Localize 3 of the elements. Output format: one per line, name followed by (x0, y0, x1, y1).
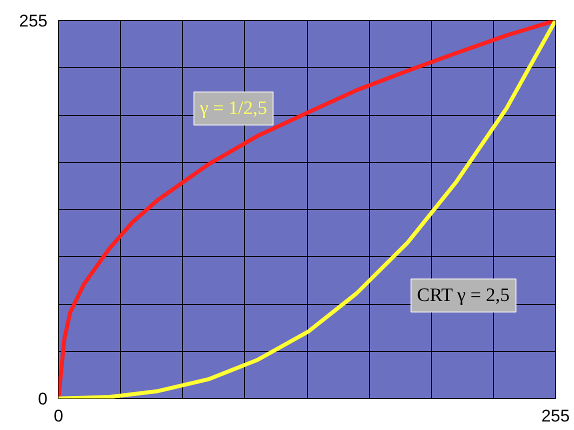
line-series (58, 20, 556, 398)
annotation: CRT γ = 2,5 (417, 285, 510, 306)
annotation: γ = 1/2,5 (198, 98, 268, 119)
